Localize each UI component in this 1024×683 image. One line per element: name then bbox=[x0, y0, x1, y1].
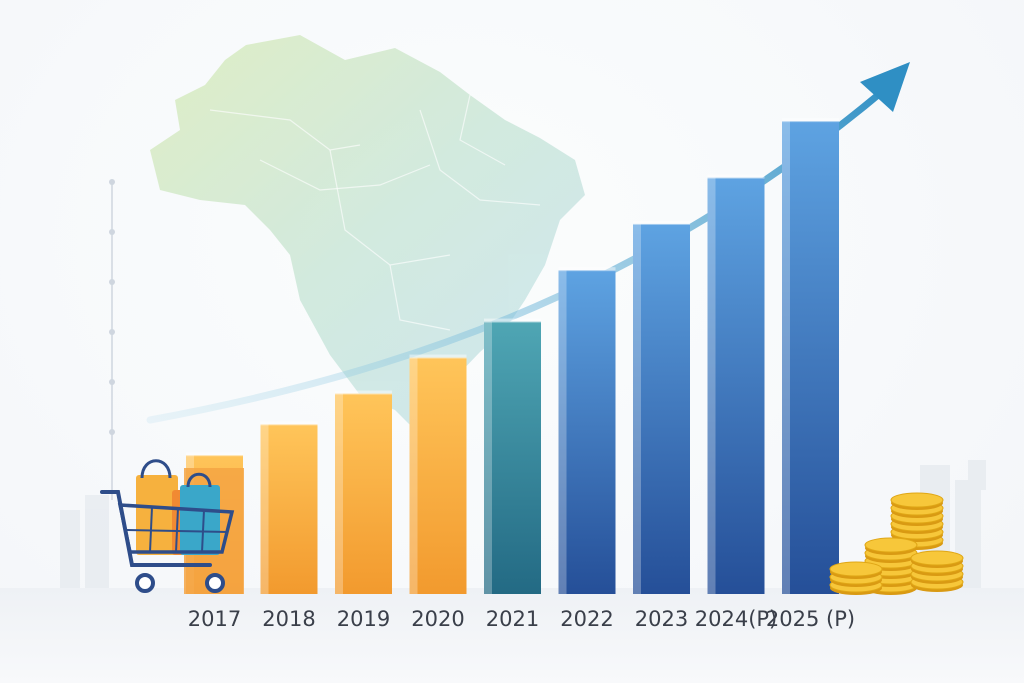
decorative-axis-line bbox=[109, 179, 115, 500]
bar-front bbox=[558, 270, 616, 594]
bar-2024(P) bbox=[707, 174, 765, 594]
bar-front bbox=[782, 121, 839, 595]
bar-highlight bbox=[633, 223, 641, 595]
bar-2018 bbox=[260, 421, 318, 594]
x-axis-ticks: 2017 2018 2019 2020 2021 2022 2023 2024(P)2025 … bbox=[188, 607, 855, 631]
bar-cap bbox=[260, 421, 318, 426]
x-tick-label: 2021 bbox=[486, 607, 539, 631]
bar-highlight bbox=[782, 121, 790, 595]
x-tick-label: 2017 bbox=[188, 607, 241, 631]
bar-highlight bbox=[260, 424, 269, 594]
coin-stack-icon bbox=[829, 492, 964, 595]
bar-2019 bbox=[335, 390, 392, 594]
x-tick-label: 2020 bbox=[411, 607, 464, 631]
x-tick-label: 2022 bbox=[560, 607, 613, 631]
bar-2023 bbox=[633, 220, 690, 595]
bar-front bbox=[633, 223, 690, 595]
bar-front bbox=[409, 357, 467, 594]
bar-front bbox=[707, 177, 765, 594]
bar-2021 bbox=[484, 318, 541, 594]
bar-2022 bbox=[558, 267, 616, 594]
bar-highlight bbox=[707, 177, 716, 594]
bar-front bbox=[484, 321, 541, 594]
bar-cap bbox=[409, 354, 467, 359]
bar-highlight bbox=[558, 270, 567, 594]
bar-cap bbox=[335, 390, 392, 395]
bar-front bbox=[260, 424, 318, 594]
coin bbox=[890, 492, 944, 508]
x-tick-label: 2023 bbox=[635, 607, 688, 631]
x-tick-label: 2018 bbox=[262, 607, 315, 631]
bar-highlight bbox=[335, 393, 343, 594]
x-tick-label: 2025 (P) bbox=[766, 607, 855, 631]
x-tick-label: 2024(P) bbox=[695, 607, 778, 631]
bar-front bbox=[335, 393, 392, 594]
bar-highlight bbox=[409, 357, 418, 594]
bar-cap bbox=[633, 220, 690, 225]
bar-cap bbox=[186, 452, 243, 457]
coin bbox=[864, 537, 918, 553]
ground-plane bbox=[0, 588, 1024, 683]
bar-cap bbox=[782, 118, 839, 123]
bar-cap bbox=[558, 267, 616, 272]
bar-highlight bbox=[484, 321, 492, 594]
bar-2025 (P) bbox=[782, 118, 839, 595]
bar-cap bbox=[707, 174, 765, 179]
shopping-cart-icon bbox=[100, 459, 244, 594]
bar-2020 bbox=[409, 354, 467, 594]
coin bbox=[829, 561, 883, 577]
x-tick-label: 2019 bbox=[337, 607, 390, 631]
coin bbox=[910, 550, 964, 566]
bar-cap bbox=[484, 318, 541, 323]
